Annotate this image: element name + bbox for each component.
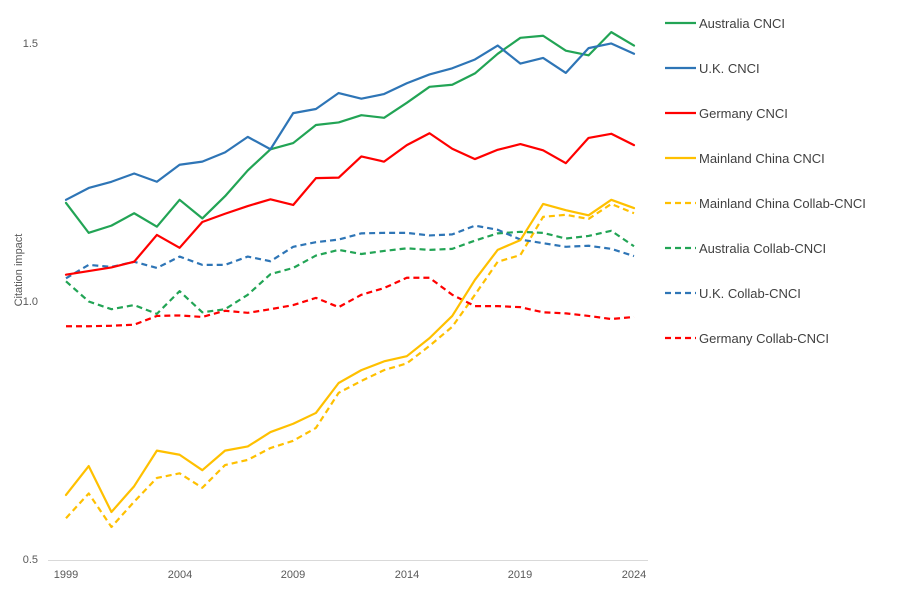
series-line-u-k-cnci	[64, 42, 636, 201]
x-tick-label-2009: 2009	[280, 569, 306, 581]
series-line-mainland-china-cnci	[64, 198, 636, 514]
x-tick-label-2014: 2014	[394, 569, 420, 581]
legend-item-germany-collab-cnci: Germany Collab-CNCI	[664, 329, 829, 347]
series-line-australia-collab-cnci	[65, 229, 635, 315]
series-line-australia-cnci	[64, 31, 636, 234]
legend-item-mainland-china-cnci: Mainland China CNCI	[664, 149, 825, 167]
legend-label: Australia Collab-CNCI	[699, 240, 827, 256]
legend-item-u-k-collab-cnci: U.K. Collab-CNCI	[664, 284, 801, 302]
y-tick-label-1-5: 1.5	[22, 38, 38, 50]
series-line-u-k-collab-cnci	[65, 224, 635, 280]
x-tick-label-2019: 2019	[507, 569, 533, 581]
legend-label: Australia CNCI	[699, 15, 785, 31]
legend-item-germany-cnci: Germany CNCI	[664, 104, 788, 122]
legend-swatch-line	[665, 336, 696, 340]
legend-item-australia-collab-cnci: Australia Collab-CNCI	[664, 239, 826, 257]
y-tick-label-0-5: 0.5	[22, 554, 38, 566]
legend-label: U.K. CNCI	[699, 60, 760, 76]
x-tick-label-2024: 2024	[621, 569, 647, 581]
x-tick-label-2004: 2004	[167, 569, 193, 581]
legend-item-mainland-china-collab-cnci: Mainland China Collab-CNCI	[664, 194, 866, 212]
y-tick-label-1-0: 1.0	[22, 296, 38, 308]
series-line-germany-cnci	[64, 132, 636, 276]
legend-swatch-line	[665, 201, 696, 205]
y-axis-title: Citation impact	[13, 233, 25, 307]
legend-label: Mainland China CNCI	[699, 150, 825, 166]
legend-swatch-line	[665, 66, 696, 70]
x-tick-label-1999: 1999	[53, 569, 79, 581]
legend-label: Germany CNCI	[699, 105, 788, 121]
legend-item-u-k-cnci: U.K. CNCI	[664, 59, 760, 77]
legend-label: U.K. Collab-CNCI	[699, 285, 801, 301]
legend-swatch-line	[665, 21, 696, 25]
legend-item-australia-cnci: Australia CNCI	[664, 14, 785, 32]
legend: Australia CNCI U.K. CNCI Germany CNCI Mainl…	[664, 0, 903, 592]
series-line-germany-collab-cnci	[66, 276, 635, 328]
legend-swatch-line	[665, 291, 696, 295]
legend-swatch-line	[665, 111, 696, 115]
legend-swatch-line	[665, 156, 696, 160]
legend-swatch-line	[665, 246, 696, 250]
legend-label: Mainland China Collab-CNCI	[699, 195, 866, 211]
series-line-mainland-china-collab-cnci	[65, 202, 635, 529]
legend-label: Germany Collab-CNCI	[699, 330, 830, 346]
